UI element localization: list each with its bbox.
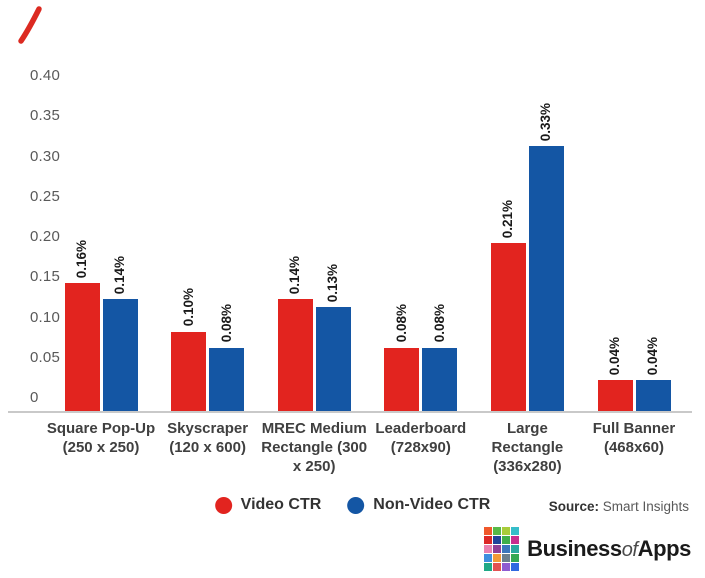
logo-pixel bbox=[502, 554, 511, 562]
bar-value-label: 0.04% bbox=[645, 336, 660, 375]
bar-group: 0.08% 0.08% bbox=[367, 90, 475, 412]
legend-item-non-video-ctr: Non-Video CTR bbox=[347, 496, 490, 514]
bar-video-ctr: 0.04% bbox=[597, 337, 633, 412]
legend-label-video-ctr: Video CTR bbox=[240, 496, 322, 513]
logo-pixel bbox=[511, 554, 520, 562]
bar-non-video-ctr: 0.08% bbox=[209, 304, 245, 412]
logo-word-of: of bbox=[621, 539, 638, 561]
bar-non-video-ctr: 0.33% bbox=[528, 103, 564, 412]
y-axis-tick-label: 0.40 bbox=[30, 67, 60, 84]
logo-pixel bbox=[484, 563, 493, 571]
businessofapps-logo: BusinessofApps bbox=[484, 527, 691, 571]
source-name: Smart Insights bbox=[602, 499, 689, 514]
y-axis-tick-label: 0.25 bbox=[30, 187, 60, 205]
bar-group: 0.04% 0.04% bbox=[580, 90, 688, 412]
bar-value-label: 0.08% bbox=[393, 304, 409, 343]
logo-pixel bbox=[502, 527, 511, 535]
logo-pixel bbox=[502, 545, 511, 553]
bar-value-label: 0.16% bbox=[74, 239, 89, 279]
logo-pixel-grid-icon bbox=[484, 527, 520, 571]
legend: Video CTR Non-Video CTR bbox=[214, 496, 490, 514]
logo-word-apps: Apps bbox=[637, 536, 692, 561]
bar-value-label: 0.08% bbox=[431, 304, 447, 343]
bar-video-ctr: 0.14% bbox=[277, 256, 313, 412]
bar-value-label: 0.21% bbox=[500, 199, 516, 238]
bar-group: 0.21% 0.33% bbox=[473, 90, 581, 412]
y-axis-tick-label: 0.05 bbox=[30, 348, 60, 366]
legend-swatch-non-video-ctr bbox=[347, 496, 365, 514]
logo-pixel bbox=[493, 536, 502, 544]
bar-non-video-ctr: 0.04% bbox=[635, 337, 671, 412]
logo-pixel bbox=[502, 563, 511, 571]
y-axis-tick-label: 0 bbox=[30, 389, 39, 406]
logo-pixel bbox=[484, 536, 493, 544]
bar-video-ctr: 0.08% bbox=[384, 304, 420, 412]
logo-wordmark: BusinessofApps bbox=[527, 536, 691, 562]
logo-pixel bbox=[511, 563, 520, 571]
legend-item-video-ctr: Video CTR bbox=[214, 496, 322, 514]
bar-non-video-ctr: 0.14% bbox=[102, 256, 138, 412]
x-axis-category-label: Skyscraper (120 x 600) bbox=[167, 420, 249, 457]
x-axis-category-label: MREC Medium Rectangle (300 x 250) bbox=[261, 420, 368, 476]
bar-value-label: 0.14% bbox=[112, 256, 127, 295]
logo-pixel bbox=[493, 554, 502, 562]
bar-group: 0.16% 0.14% bbox=[47, 90, 155, 412]
x-axis-category-label: Square Pop-Up (250 x 250) bbox=[46, 420, 156, 457]
bar-non-video-ctr: 0.13% bbox=[315, 264, 351, 412]
logo-pixel bbox=[484, 527, 493, 535]
bar-group: 0.14% 0.13% bbox=[260, 90, 368, 412]
legend-label-non-video-ctr: Non-Video CTR bbox=[373, 496, 491, 513]
y-axis-tick-label: 0.20 bbox=[30, 228, 60, 245]
logo-pixel bbox=[493, 527, 502, 535]
logo-pixel bbox=[511, 527, 520, 535]
logo-pixel bbox=[484, 545, 493, 553]
logo-pixel bbox=[493, 563, 502, 571]
bar-video-ctr: 0.10% bbox=[171, 288, 207, 412]
x-axis-category-label: Full Banner (468x60) bbox=[592, 420, 676, 457]
y-axis-tick-label: 0.30 bbox=[30, 147, 60, 165]
x-axis-line bbox=[8, 411, 692, 413]
bar-value-label: 0.10% bbox=[180, 288, 196, 327]
bar-video-ctr: 0.16% bbox=[64, 240, 100, 412]
bar-value-label: 0.04% bbox=[607, 336, 622, 375]
x-axis-category-label: Leaderboard (728x90) bbox=[375, 420, 467, 457]
bar-value-label: 0.14% bbox=[287, 256, 303, 295]
red-pen-stroke-mark bbox=[18, 6, 42, 44]
bar-value-label: 0.33% bbox=[538, 103, 554, 142]
logo-pixel bbox=[502, 536, 511, 544]
source-prefix: Source: bbox=[548, 499, 599, 514]
bar-value-label: 0.08% bbox=[218, 304, 234, 343]
y-axis-tick-label: 0.15 bbox=[30, 268, 60, 286]
legend-swatch-video-ctr bbox=[214, 496, 232, 514]
y-axis-tick-label: 0.10 bbox=[30, 308, 60, 326]
logo-pixel bbox=[511, 536, 520, 544]
bar-non-video-ctr: 0.08% bbox=[422, 304, 458, 412]
bar-value-label: 0.13% bbox=[325, 264, 341, 303]
bar-group: 0.10% 0.08% bbox=[154, 90, 262, 412]
logo-pixel bbox=[484, 554, 493, 562]
y-axis-tick-label: 0.35 bbox=[30, 107, 60, 125]
logo-pixel bbox=[493, 545, 502, 553]
bar-video-ctr: 0.21% bbox=[490, 200, 526, 412]
source-attribution: Source: Smart Insights bbox=[549, 499, 689, 514]
logo-word-business: Business bbox=[527, 536, 622, 561]
logo-pixel bbox=[511, 545, 520, 553]
x-axis-category-label: Large Rectangle (336x280) bbox=[491, 420, 564, 476]
